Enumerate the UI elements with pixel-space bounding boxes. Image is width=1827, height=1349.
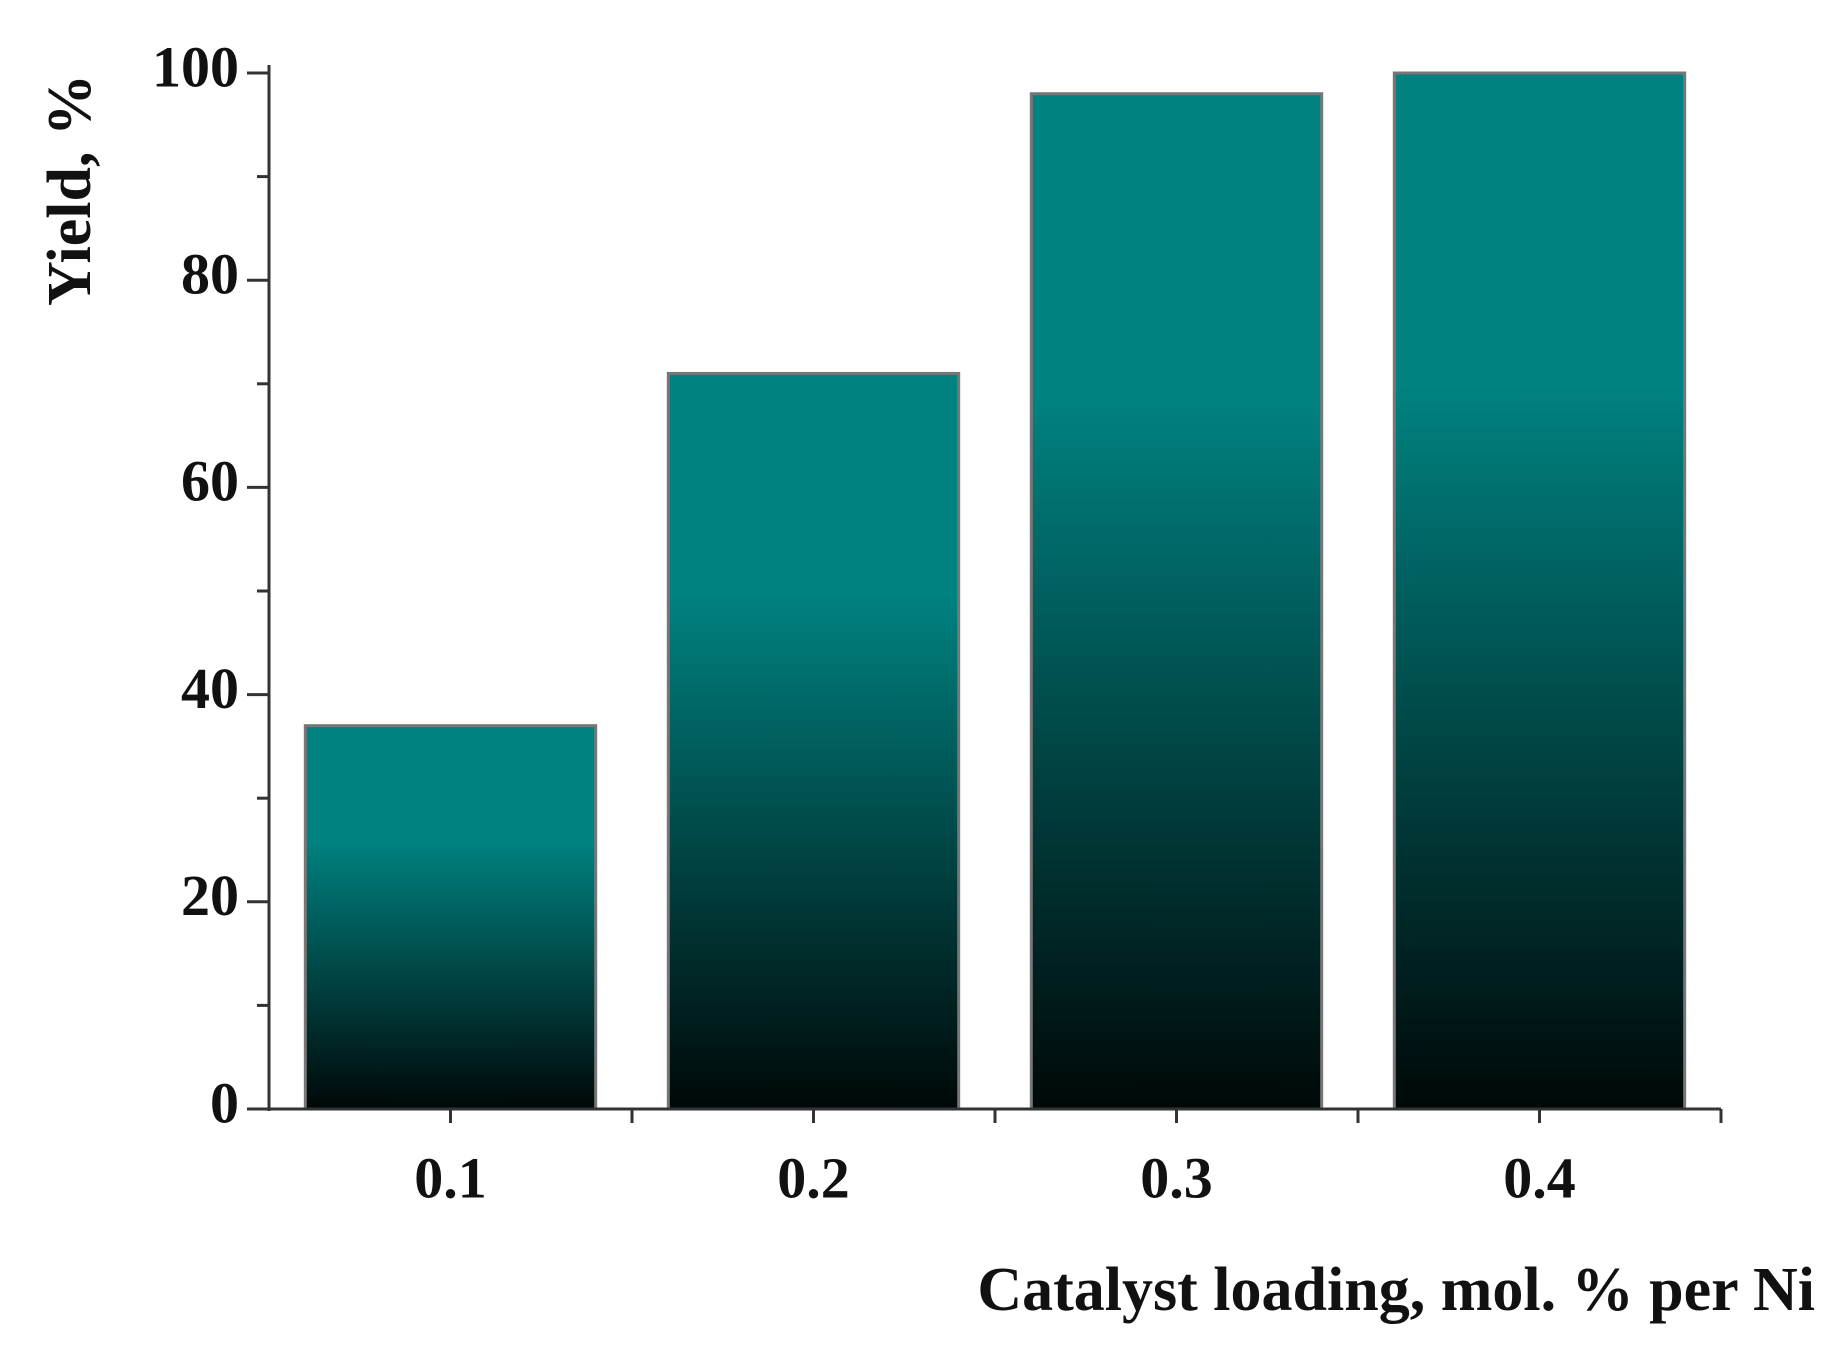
y-tick-label: 80 [181,242,239,307]
x-tick-label: 0.4 [1503,1145,1576,1210]
x-axis-title: Catalyst loading, mol. % per Ni [977,1256,1815,1324]
x-tick-label: 0.2 [777,1145,850,1210]
y-tick-label: 100 [152,34,239,99]
bar [303,724,598,1111]
y-tick-label: 40 [181,656,239,721]
y-tick-label: 60 [181,449,239,514]
x-tick-label: 0.3 [1140,1145,1213,1210]
bar [1029,92,1324,1111]
bar [666,371,961,1111]
y-tick-label: 20 [181,863,239,928]
y-axis-title: Yield, % [36,74,104,306]
bar [1392,71,1687,1111]
x-tick-label: 0.1 [414,1145,487,1210]
y-tick-label: 0 [210,1070,239,1135]
